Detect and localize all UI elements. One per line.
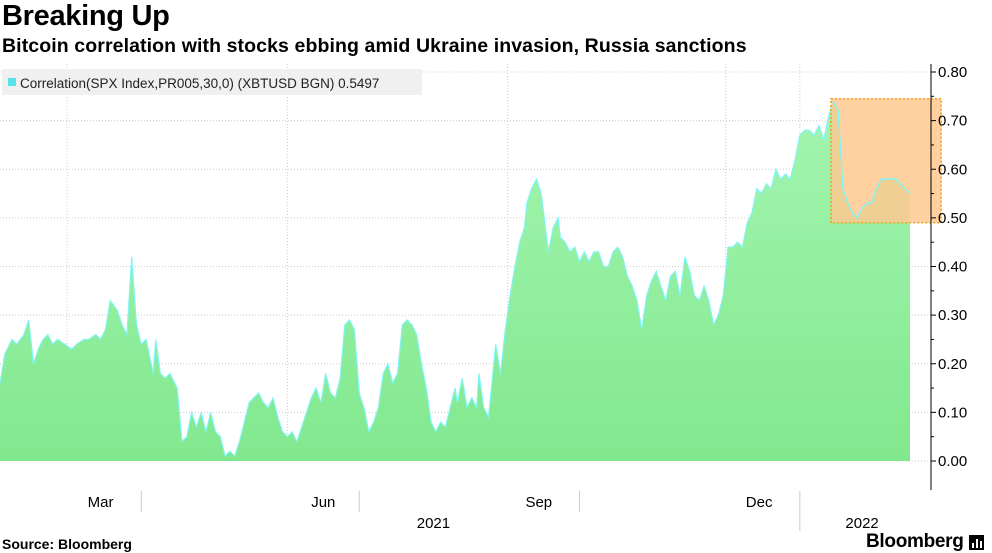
bloomberg-terminal-icon (968, 534, 984, 550)
legend: Correlation(SPX Index,PR005,30,0) (XBTUS… (2, 69, 422, 95)
bloomberg-logo: Bloomberg (866, 531, 984, 553)
y-tick-label: 0.50 (938, 210, 967, 227)
legend-label: Correlation(SPX Index,PR005,30,0) (XBTUS… (20, 76, 379, 91)
source-note: Source: Bloomberg (2, 536, 132, 552)
y-tick-label: 0.20 (938, 356, 967, 373)
x-year-label: 2021 (417, 515, 450, 532)
y-axis: 0.80 0.70 0.60 0.50 0.40 0.30 0.20 0.10 0.00 (930, 64, 967, 490)
y-tick-label: 0.40 (938, 259, 967, 276)
legend-swatch (8, 78, 16, 86)
brand-wordmark: Bloomberg (866, 531, 964, 552)
x-tick-label: Sep (525, 494, 552, 511)
x-tick-label: Mar (88, 494, 114, 511)
x-tick-label: Jun (311, 494, 335, 511)
x-tick-label: Dec (746, 494, 773, 511)
y-tick-label: 0.60 (938, 161, 967, 178)
y-tick-label: 0.00 (938, 453, 967, 470)
y-tick-label: 0.70 (938, 113, 967, 130)
y-tick-label: 0.30 (938, 307, 967, 324)
y-tick-label: 0.10 (938, 404, 967, 421)
highlighted-line-segment (832, 100, 911, 220)
x-year-label: 2022 (845, 515, 878, 532)
legend-background (2, 69, 422, 95)
chart-subtitle: Bitcoin correlation with stocks ebbing a… (2, 35, 747, 57)
x-axis: Mar Jun Sep Dec 2021 2022 (88, 491, 879, 532)
highlight-box (830, 97, 942, 224)
chart-title: Breaking Up (2, 0, 170, 32)
correlation-line (0, 99, 911, 458)
correlation-area (0, 101, 910, 461)
y-tick-label: 0.80 (938, 64, 967, 81)
watermark-text: @智通财经APP (872, 525, 957, 539)
